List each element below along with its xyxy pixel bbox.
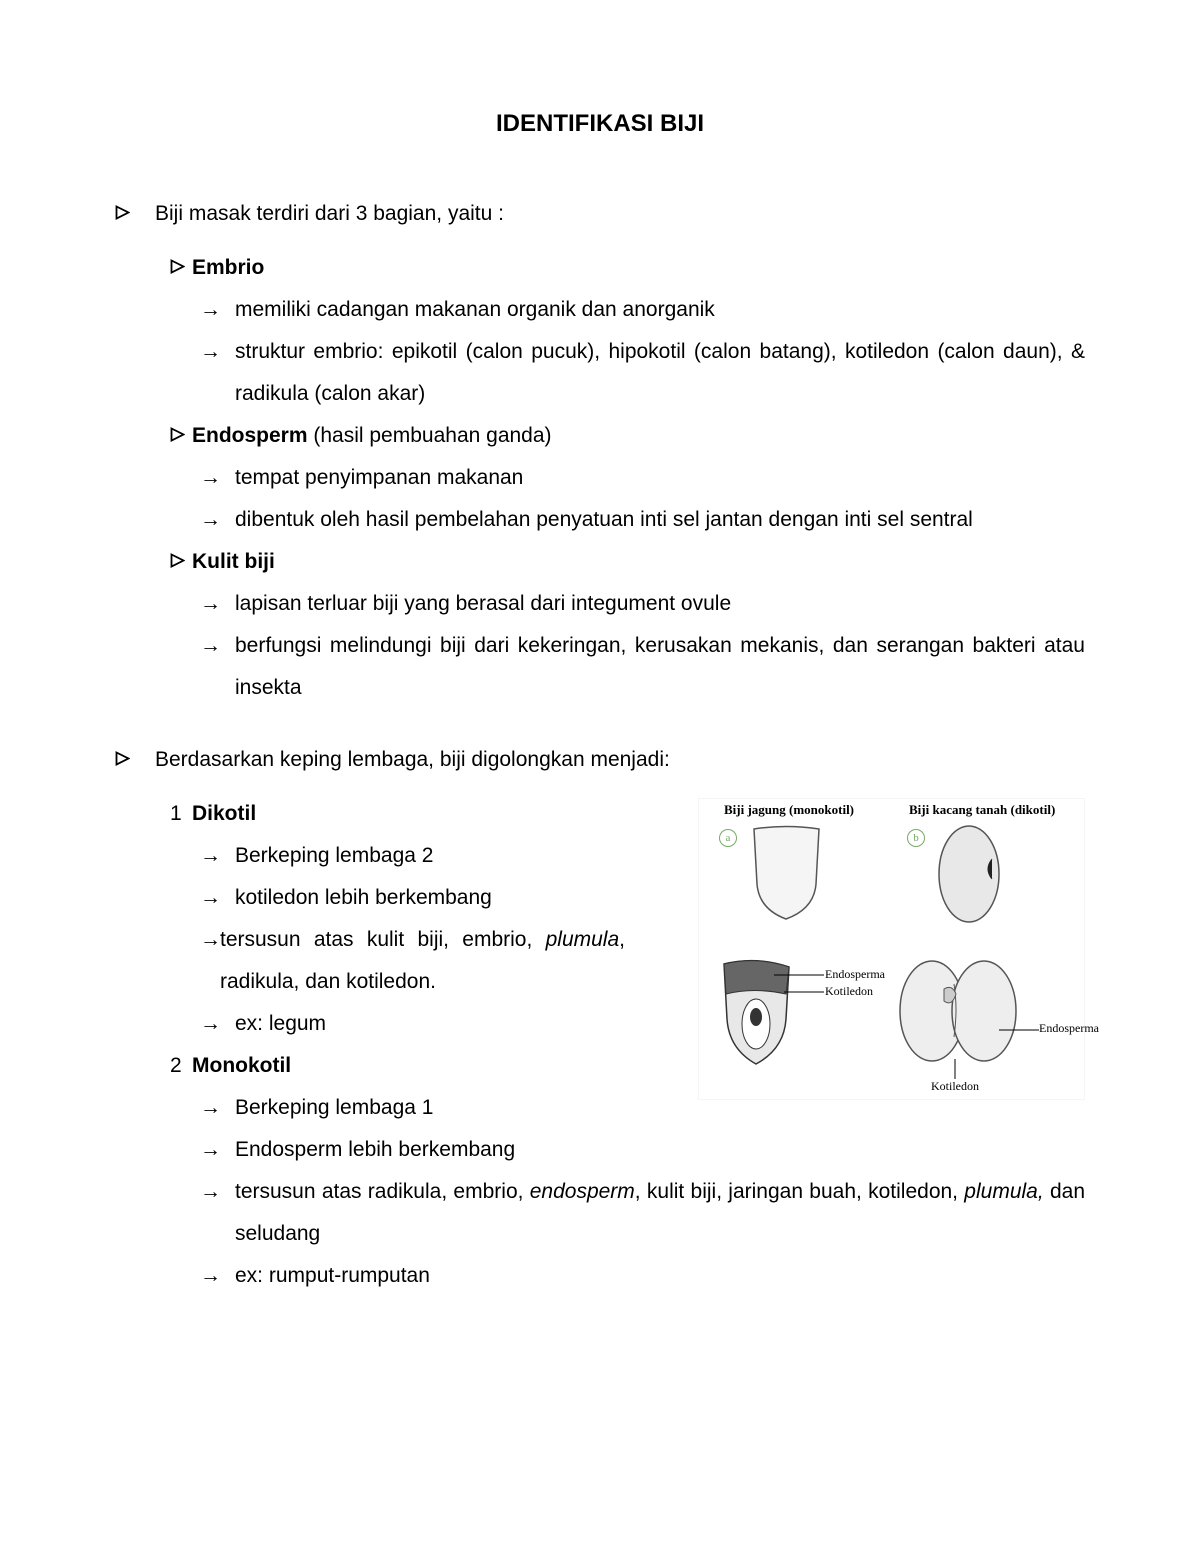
bean-seed-icon [934, 824, 1004, 924]
chevron-icon [170, 541, 192, 583]
text-wrap: tersusun atas kulit biji, embrio, plumul… [220, 919, 625, 1003]
text: kotiledon lebih berkembang [235, 877, 492, 919]
chevron-icon [115, 193, 155, 235]
bullet-lvl3: → tempat penyimpanan makanan [115, 457, 1085, 499]
heading: Endosperm [192, 424, 308, 447]
text: lapisan terluar biji yang berasal dari i… [235, 583, 731, 625]
figure-label: Kotiledon [931, 1079, 979, 1094]
bean-seed-open-icon [894, 959, 1024, 1069]
bullet-lvl2: Kulit biji [115, 541, 1085, 583]
bullet-lvl3: → dibentuk oleh hasil pembelahan penyatu… [115, 499, 1085, 541]
label-line [954, 1059, 956, 1079]
heading: Embrio [192, 247, 264, 289]
arrow-icon: → [200, 835, 235, 877]
arrow-icon: → [200, 1171, 235, 1255]
text: Berkeping lembaga 1 [235, 1087, 433, 1129]
bullet-lvl2: Endosperm (hasil pembuahan ganda) [115, 415, 1085, 457]
heading-wrap: Endosperm (hasil pembuahan ganda) [192, 415, 552, 457]
heading: Dikotil [192, 793, 256, 835]
bullet-lvl3: → Endosperm lebih berkembang [115, 1129, 1085, 1171]
arrow-icon: → [200, 1087, 235, 1129]
text: tempat penyimpanan makanan [235, 457, 523, 499]
label-line [999, 1029, 1039, 1031]
text: Biji masak terdiri dari 3 bagian, yaitu … [155, 193, 504, 235]
chevron-icon [170, 247, 192, 289]
arrow-icon: → [200, 877, 235, 919]
heading: Monokotil [192, 1045, 291, 1087]
text: berfungsi melindungi biji dari kekeringa… [235, 625, 1085, 709]
figure-letter-b: b [907, 829, 925, 847]
document-page: IDENTIFIKASI BIJI Biji masak terdiri dar… [0, 0, 1200, 1553]
figure-label: Kotiledon [825, 984, 873, 999]
text: tersusun atas radikula, embrio, [235, 1180, 530, 1203]
arrow-icon: → [200, 1255, 235, 1297]
arrow-icon: → [200, 583, 235, 625]
figure-title-b: Biji kacang tanah (dikotil) [909, 802, 1055, 818]
label-line [784, 991, 824, 993]
arrow-icon: → [200, 457, 235, 499]
heading: Kulit biji [192, 541, 275, 583]
figure-label: Endosperma [1039, 1021, 1099, 1036]
text: , kulit biji, jaringan buah, kotiledon, [635, 1180, 965, 1203]
figure-title-a: Biji jagung (monokotil) [724, 802, 854, 818]
arrow-icon: → [200, 331, 235, 415]
number: 1 [170, 793, 192, 835]
figure-label: Endosperma [825, 967, 885, 982]
text: struktur embrio: epikotil (calon pucuk),… [235, 331, 1085, 415]
bullet-lvl1: Berdasarkan keping lembaga, biji digolon… [115, 739, 1085, 781]
corn-seed-icon [744, 824, 829, 924]
text: memiliki cadangan makanan organik dan an… [235, 289, 715, 331]
chevron-icon [115, 739, 155, 781]
two-column-region: Biji jagung (monokotil) Biji kacang tana… [115, 793, 1085, 1171]
figure-letter-a: a [719, 829, 737, 847]
arrow-icon: → [200, 289, 235, 331]
text: Berkeping lembaga 2 [235, 835, 433, 877]
text-wrap: tersusun atas radikula, embrio, endosper… [235, 1171, 1085, 1255]
text: dibentuk oleh hasil pembelahan penyatuan… [235, 499, 973, 541]
text-italic: endosperm [530, 1180, 635, 1203]
bullet-lvl1: Biji masak terdiri dari 3 bagian, yaitu … [115, 193, 1085, 235]
text: tersusun atas kulit biji, embrio, [220, 928, 546, 951]
text: Berdasarkan keping lembaga, biji digolon… [155, 739, 670, 781]
text: ex: rumput-rumputan [235, 1255, 430, 1297]
label-line [774, 974, 824, 976]
bullet-lvl3: → memiliki cadangan makanan organik dan … [115, 289, 1085, 331]
arrow-icon: → [200, 919, 220, 1003]
arrow-icon: → [200, 625, 235, 709]
text: ex: legum [235, 1003, 326, 1045]
number: 2 [170, 1045, 192, 1087]
text: Endosperm lebih berkembang [235, 1129, 515, 1171]
bullet-lvl3: → berfungsi melindungi biji dari kekerin… [115, 625, 1085, 709]
text-italic: plumula [546, 928, 620, 951]
arrow-icon: → [200, 1003, 235, 1045]
bullet-lvl2: Embrio [115, 247, 1085, 289]
seed-diagram-figure: Biji jagung (monokotil) Biji kacang tana… [698, 798, 1085, 1100]
bullet-lvl3: → lapisan terluar biji yang berasal dari… [115, 583, 1085, 625]
arrow-icon: → [200, 499, 235, 541]
bullet-lvl3: → tersusun atas radikula, embrio, endosp… [115, 1171, 1085, 1255]
text-italic: plumula, [964, 1180, 1043, 1203]
heading-note: (hasil pembuahan ganda) [308, 424, 552, 447]
chevron-icon [170, 415, 192, 457]
bullet-lvl3: → struktur embrio: epikotil (calon pucuk… [115, 331, 1085, 415]
page-title: IDENTIFIKASI BIJI [115, 110, 1085, 138]
arrow-icon: → [200, 1129, 235, 1171]
bullet-lvl3: → ex: rumput-rumputan [115, 1255, 1085, 1297]
